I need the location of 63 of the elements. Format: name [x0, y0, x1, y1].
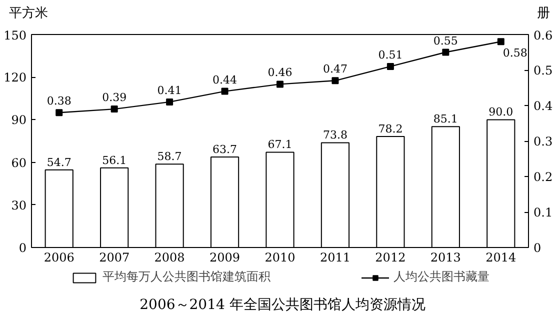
x-tick-label: 2012 — [375, 250, 406, 264]
y-tick-label: 150 — [4, 28, 26, 42]
bar — [100, 167, 129, 248]
bar — [155, 164, 184, 248]
data-label: 54.7 — [46, 156, 72, 169]
y-axis-title: 平方米 — [9, 5, 48, 23]
data-label: 78.2 — [378, 122, 403, 136]
text: 2006～2014 年全国公共图书馆人均资源情况 — [140, 296, 426, 315]
y-tick-label: 90 — [11, 113, 27, 128]
data-label: 67.1 — [268, 138, 292, 152]
data-label: 0.39 — [102, 91, 127, 104]
y-tick-label: 0 — [18, 241, 27, 255]
data-label: 0.55 — [433, 34, 458, 48]
x-tick-label: 2009 — [210, 250, 240, 264]
x-tick-label: 2007 — [99, 250, 130, 264]
bar — [210, 156, 240, 248]
point — [442, 48, 450, 56]
data-label: 58.7 — [157, 150, 182, 164]
data-label: 0.44 — [212, 73, 238, 86]
data-label: 0.47 — [322, 62, 348, 76]
y2-tick-label: 0.4 — [534, 99, 553, 113]
x-tick-label: 2013 — [430, 250, 461, 264]
point — [166, 98, 174, 106]
x-tick-label: 2014 — [486, 250, 517, 264]
point — [386, 62, 394, 70]
y-tick-label: 60 — [11, 156, 27, 170]
bar — [44, 169, 74, 248]
bar — [486, 119, 516, 248]
y2-tick-label: 0.2 — [534, 170, 553, 184]
y2-tick-label: 0.1 — [534, 206, 553, 220]
y-tick-label: 120 — [4, 70, 26, 85]
data-label: 0.38 — [46, 94, 72, 108]
bar — [266, 152, 294, 248]
data-label: 0.51 — [378, 48, 403, 62]
point — [221, 88, 228, 95]
bar — [376, 136, 405, 248]
legend-label: 人均公共图书藏量 — [394, 268, 490, 286]
y2-tick-label: 0 — [534, 241, 542, 255]
data-label: 73.8 — [322, 128, 348, 142]
data-label: 0.46 — [268, 66, 292, 80]
y2-tick-label: 0.3 — [534, 134, 553, 148]
point — [332, 77, 339, 84]
data-label: 90.0 — [488, 106, 514, 119]
point — [497, 38, 504, 46]
x-tick-label: 2006 — [44, 250, 74, 264]
legend-label: 平均每万人公共图书馆建筑面积 — [102, 268, 270, 286]
y2-axis-title: 册 — [537, 5, 550, 23]
data-label: 63.7 — [212, 143, 238, 156]
x-tick-label: 2010 — [264, 250, 296, 264]
data-label: 0.58 — [502, 46, 528, 60]
data-label: 0.41 — [157, 84, 182, 97]
point — [56, 109, 63, 116]
data-label: 85.1 — [433, 112, 458, 126]
y-tick-label: 30 — [11, 198, 27, 212]
bar — [320, 142, 350, 248]
y2-tick-label: 0.6 — [534, 28, 553, 42]
x-tick-label: 2011 — [320, 250, 350, 264]
point — [276, 80, 284, 88]
y2-tick-label: 0.5 — [534, 64, 553, 78]
bar — [431, 126, 460, 248]
x-tick-label: 2008 — [154, 250, 185, 264]
data-label: 56.1 — [102, 154, 127, 167]
point — [110, 106, 118, 113]
